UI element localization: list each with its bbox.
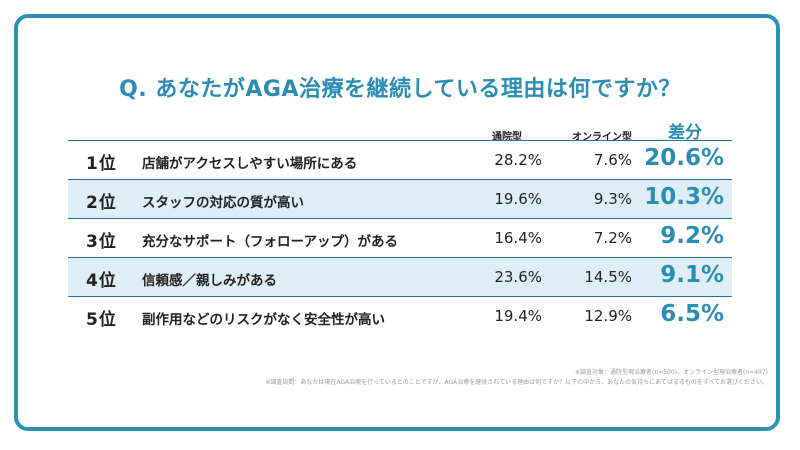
table-row: 2位 スタッフの対応の質が高い 19.6% 9.3% 10.3% bbox=[68, 179, 732, 218]
card-frame bbox=[14, 14, 780, 431]
survey-question-note: ※調査設問：あなたは現在AGA治療を行っているとのことですが、AGA治療を継続さ… bbox=[265, 379, 768, 386]
reason-text: スタッフの対応の質が高い bbox=[142, 195, 304, 211]
online-value: 7.6% bbox=[593, 151, 632, 169]
clinic-value: 19.4% bbox=[494, 307, 542, 325]
ranking-table: 1位 店舗がアクセスしやすい場所にある 28.2% 7.6% 20.6% 2位 … bbox=[68, 140, 732, 335]
diff-value: 6.5% bbox=[660, 301, 724, 327]
clinic-value: 19.6% bbox=[494, 190, 542, 208]
header-clinic: 通院型 bbox=[492, 132, 522, 143]
rank-label: 3位 bbox=[86, 232, 117, 252]
reason-text: 信頼感／親しみがある bbox=[142, 273, 277, 289]
rank-label: 1位 bbox=[86, 154, 117, 174]
survey-target-note: ※調査対象：通院型現治療者(n=500)、オンライン型現治療者(n=497) bbox=[575, 369, 768, 376]
rank-label: 2位 bbox=[86, 193, 117, 213]
reason-text: 店舗がアクセスしやすい場所にある bbox=[142, 156, 358, 172]
diff-value: 10.3% bbox=[644, 184, 724, 210]
clinic-value: 16.4% bbox=[494, 229, 542, 247]
table-row: 4位 信頼感／親しみがある 23.6% 14.5% 9.1% bbox=[68, 257, 732, 296]
table-row: 3位 充分なサポート（フォローアップ）がある 16.4% 7.2% 9.2% bbox=[68, 218, 732, 257]
clinic-value: 23.6% bbox=[494, 268, 542, 286]
rank-label: 5位 bbox=[86, 310, 117, 330]
diff-value: 9.1% bbox=[660, 262, 724, 288]
page-title: Q. あなたがAGA治療を継続している理由は何ですか？ bbox=[119, 77, 681, 102]
diff-value: 20.6% bbox=[644, 145, 724, 171]
online-value: 9.3% bbox=[593, 190, 632, 208]
table-row: 5位 副作用などのリスクがなく安全性が高い 19.4% 12.9% 6.5% bbox=[68, 296, 732, 335]
online-value: 7.2% bbox=[593, 229, 632, 247]
header-diff: 差分 bbox=[668, 123, 702, 143]
online-value: 14.5% bbox=[584, 268, 632, 286]
rank-label: 4位 bbox=[86, 271, 117, 291]
reason-text: 副作用などのリスクがなく安全性が高い bbox=[142, 312, 385, 328]
clinic-value: 28.2% bbox=[494, 151, 542, 169]
reason-text: 充分なサポート（フォローアップ）がある bbox=[142, 234, 398, 250]
table-row: 1位 店舗がアクセスしやすい場所にある 28.2% 7.6% 20.6% bbox=[68, 140, 732, 179]
online-value: 12.9% bbox=[584, 307, 632, 325]
diff-value: 9.2% bbox=[660, 223, 724, 249]
header-online: オンライン型 bbox=[572, 132, 632, 143]
